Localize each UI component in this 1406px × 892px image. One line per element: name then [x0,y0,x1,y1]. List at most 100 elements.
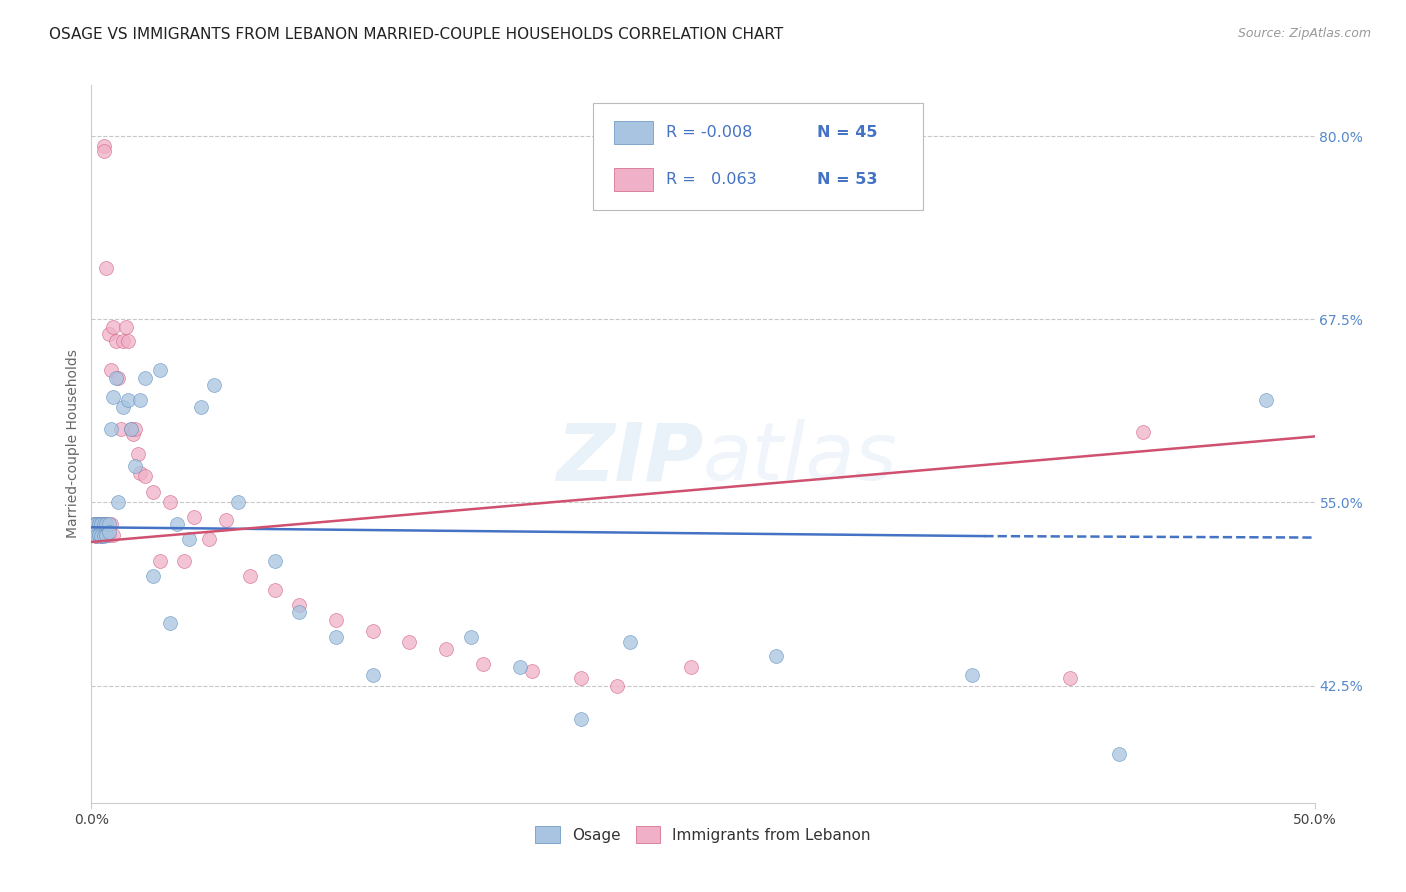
Point [103,527,125,541]
Point [141,485,163,500]
Point [90,529,112,543]
Point [83,527,105,541]
Point [606,679,628,693]
Point [288,598,311,612]
Point [190,400,212,414]
Legend: Osage, Immigrants from Lebanon: Osage, Immigrants from Lebanon [529,820,877,849]
Text: Source: ZipAtlas.com: Source: ZipAtlas.com [1237,27,1371,40]
Point [94,527,117,541]
Point [97,524,120,539]
Point [93,529,115,543]
Point [134,371,156,385]
Point [129,392,152,407]
Point [361,668,384,682]
Point [93,139,115,153]
Point [202,378,225,392]
Point [87,527,110,541]
Text: ZIP: ZIP [555,419,703,497]
Text: R =   0.063: R = 0.063 [666,172,756,187]
Text: N = 45: N = 45 [817,125,877,140]
Point [129,466,152,480]
Point [90,517,112,532]
Point [149,363,172,377]
Point [120,422,142,436]
Point [84,529,107,543]
Point [93,517,115,532]
Point [569,712,592,726]
Point [509,659,531,673]
Point [90,517,112,532]
Point [173,554,195,568]
Point [679,659,702,673]
Point [107,495,129,509]
Point [100,422,122,436]
Point [325,630,347,644]
Point [141,568,163,582]
Point [1108,747,1130,762]
Point [104,334,127,348]
Point [107,371,129,385]
Point [112,400,135,414]
Point [124,422,146,436]
Point [97,326,120,341]
Point [97,527,120,541]
Point [84,517,107,532]
Point [288,605,311,619]
Point [226,495,249,509]
Point [117,334,139,348]
Point [159,615,181,630]
Point [361,624,384,639]
Point [239,568,262,582]
Point [960,668,983,682]
Point [84,517,107,532]
Point [100,517,122,532]
Point [434,642,457,657]
Point [94,517,117,532]
Point [90,529,112,543]
Point [183,510,205,524]
Point [117,392,139,407]
Point [127,447,149,461]
Point [94,260,117,275]
Point [114,319,136,334]
Point [110,422,132,436]
Point [87,527,110,541]
FancyBboxPatch shape [593,103,924,211]
Point [83,517,105,532]
Text: N = 53: N = 53 [817,172,877,187]
Text: R = -0.008: R = -0.008 [666,125,752,140]
Point [124,458,146,473]
Y-axis label: Married-couple Households: Married-couple Households [66,350,80,538]
Point [87,517,110,532]
Point [1254,392,1277,407]
Point [264,554,287,568]
Point [215,513,238,527]
Point [198,532,221,546]
Point [100,363,122,377]
Point [83,524,105,539]
Text: atlas: atlas [703,419,898,497]
Point [765,649,787,664]
Point [159,495,181,509]
Point [179,532,201,546]
Text: OSAGE VS IMMIGRANTS FROM LEBANON MARRIED-COUPLE HOUSEHOLDS CORRELATION CHART: OSAGE VS IMMIGRANTS FROM LEBANON MARRIED… [49,27,783,42]
Point [103,319,125,334]
FancyBboxPatch shape [613,168,652,191]
Point [84,524,107,539]
Point [112,334,135,348]
Point [93,517,115,532]
Point [1059,671,1081,685]
Point [87,517,110,532]
Point [471,657,494,671]
Point [83,517,105,532]
Point [84,524,107,539]
Point [134,469,156,483]
Point [103,390,125,404]
FancyBboxPatch shape [613,120,652,144]
Point [93,144,115,158]
Point [120,422,142,436]
Point [619,634,641,648]
Point [1132,425,1154,439]
Point [122,426,145,441]
Point [325,613,347,627]
